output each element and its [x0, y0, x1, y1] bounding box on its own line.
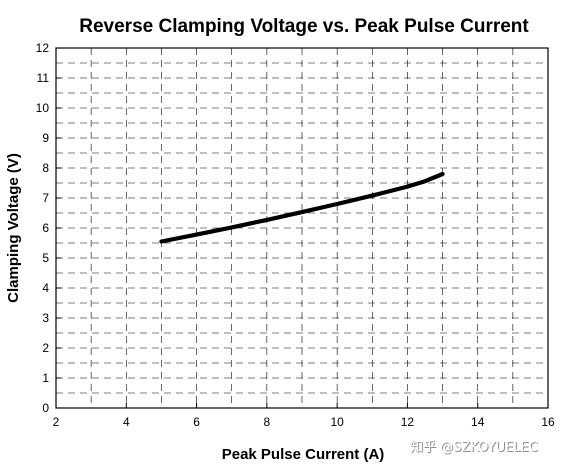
y-tick-label: 12 — [36, 41, 50, 55]
grid — [56, 48, 548, 408]
series-line — [159, 171, 445, 244]
watermark-shadow: 知乎 @SZKOYUELEC — [411, 440, 539, 456]
chart-title: Reverse Clamping Voltage vs. Peak Pulse … — [79, 16, 529, 37]
x-tick-label: 4 — [123, 415, 130, 429]
y-tick-label: 2 — [42, 341, 49, 355]
x-tick-label: 2 — [53, 415, 60, 429]
x-tick-label: 14 — [471, 415, 485, 429]
x-tick-label: 6 — [193, 415, 200, 429]
y-tick-label: 10 — [36, 101, 50, 115]
y-tick-label: 7 — [42, 191, 49, 205]
y-tick-label: 5 — [42, 251, 49, 265]
x-tick-label: 12 — [401, 415, 415, 429]
x-tick-label: 8 — [264, 415, 271, 429]
y-tick-label: 6 — [42, 221, 49, 235]
y-tick-label: 1 — [42, 371, 49, 385]
y-axis-label: Clamping Voltage (V) — [5, 153, 22, 303]
y-tick-label: 4 — [42, 281, 49, 295]
x-tick-label: 10 — [330, 415, 344, 429]
y-tick-label: 0 — [42, 401, 49, 415]
y-tick-label: 3 — [42, 311, 49, 325]
y-tick-label: 11 — [37, 71, 50, 85]
watermark: 知乎 @SZKOYUELEC — [410, 439, 538, 455]
x-tick-label: 16 — [541, 415, 555, 429]
series-layer — [159, 171, 445, 244]
x-axis-label: Peak Pulse Current (A) — [222, 446, 385, 463]
y-tick-label: 9 — [42, 131, 49, 145]
y-tick-label: 8 — [42, 161, 49, 175]
